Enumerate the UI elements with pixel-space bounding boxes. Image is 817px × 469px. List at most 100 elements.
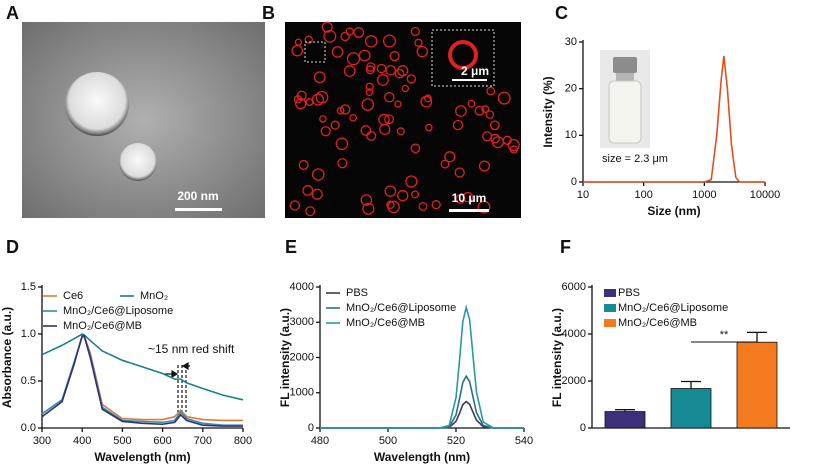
x-tick-label: 300 [33, 435, 51, 447]
bubble [418, 201, 428, 211]
bubble [405, 175, 418, 188]
legend-swatch [604, 289, 616, 297]
bubble [385, 64, 397, 76]
bubble [343, 65, 356, 77]
x-axis-title: Wavelength (nm) [374, 450, 470, 464]
y-tick-label: 1.5 [21, 281, 36, 293]
bubble [416, 45, 429, 58]
bubble [389, 51, 400, 62]
bubble [345, 27, 354, 36]
bubble [315, 90, 329, 104]
bubble [311, 93, 325, 106]
bubble [485, 110, 495, 119]
bubble [454, 167, 465, 178]
x-axis-title: Size (nm) [647, 204, 700, 218]
bubble [420, 95, 433, 108]
x-tick-label: 540 [515, 435, 533, 447]
x-tick-label: 800 [234, 435, 252, 447]
scale-bar [449, 209, 489, 212]
y-tick-label: 0 [308, 422, 314, 434]
significance: ** [720, 329, 729, 341]
bubble [358, 49, 371, 62]
bubble [302, 185, 314, 196]
y-tick-label: 2000 [562, 375, 586, 387]
shift-marker [163, 361, 190, 412]
line [41, 333, 244, 401]
x-axis-title: Wavelength (nm) [94, 450, 190, 464]
panel-label: A [6, 3, 19, 23]
bubble [336, 106, 345, 115]
scale-bar [175, 208, 222, 211]
bubble [397, 189, 409, 202]
bubble [452, 119, 464, 131]
bar [604, 411, 646, 429]
panel-label: D [6, 237, 19, 257]
bubble [410, 26, 420, 37]
line [41, 335, 243, 427]
bubble [477, 200, 491, 214]
y-tick-label: 10 [565, 129, 577, 141]
legend-label: MnO₂/Ce6@MB [63, 320, 142, 332]
bubble [411, 190, 420, 199]
y-tick-label: 20 [565, 83, 577, 95]
x-tick-label: 100 [634, 189, 652, 201]
bubble [362, 202, 375, 215]
bubble [304, 35, 313, 44]
bubble [365, 82, 374, 91]
bubble [423, 94, 432, 103]
legend-label: PBS [346, 287, 368, 299]
x-tick-label: 600 [153, 435, 171, 447]
bubble [360, 194, 373, 206]
y-tick-label: 0 [571, 176, 577, 188]
bubble [331, 46, 344, 58]
bubble [311, 168, 325, 181]
bubble [406, 74, 417, 84]
bubble [414, 38, 423, 47]
bubble [365, 88, 374, 96]
bubble [462, 191, 474, 203]
y-tick-label: 30 [565, 36, 577, 48]
scale-bar-label: 200 nm [177, 189, 218, 203]
annotation: size = 2.3 μm [602, 153, 668, 165]
bubble [291, 44, 304, 57]
y-tick-label: 0.0 [21, 422, 36, 434]
bar [670, 388, 712, 429]
bubble [330, 120, 340, 130]
bubble [337, 158, 348, 169]
bubble [387, 200, 400, 214]
x-tick-label: 1000 [692, 189, 716, 201]
bubble [394, 100, 402, 108]
bubble [340, 31, 350, 42]
line [320, 304, 524, 429]
panel-label: E [285, 237, 297, 257]
y-tick-label: 4000 [562, 328, 586, 340]
bubble [425, 123, 433, 132]
legend-label: MnO₂/Ce6@MB [618, 317, 697, 329]
y-axis-title: FL intensity (a.u.) [278, 308, 292, 407]
bubble [364, 35, 378, 48]
bubble [382, 34, 397, 48]
bubble [481, 105, 490, 113]
legend-label: MnO₂ [140, 290, 168, 302]
bubble [365, 62, 376, 72]
bubble [396, 127, 405, 136]
bubble [313, 71, 326, 84]
panel-label: B [262, 3, 275, 23]
scale-bar-label: 2 μm [461, 64, 489, 78]
vial-photo [600, 50, 650, 148]
bubble [365, 65, 375, 75]
legend-label: MnO₂/Ce6@Liposome [346, 302, 456, 314]
bubble [490, 133, 500, 144]
vesicle [119, 143, 157, 181]
bubble [386, 200, 395, 209]
legend-label: MnO₂/Ce6@Liposome [618, 302, 728, 314]
inset-bubble [448, 40, 478, 70]
bubble [394, 68, 405, 79]
line [320, 374, 524, 429]
bubble [378, 113, 390, 126]
y-axis-title: FL intensity (a.u.) [550, 308, 564, 407]
panel-label: C [555, 3, 568, 23]
bubble [289, 200, 301, 211]
line [583, 55, 765, 183]
inset [431, 29, 495, 87]
